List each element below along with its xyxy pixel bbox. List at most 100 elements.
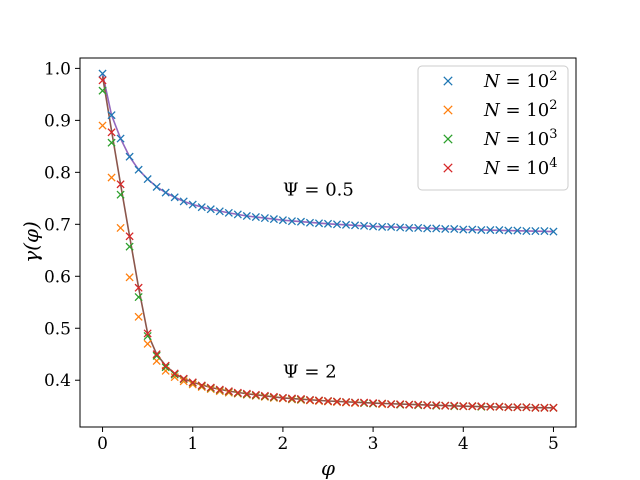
series-3-point	[305, 395, 315, 405]
series-0-point	[477, 225, 486, 235]
series-3-point	[224, 387, 233, 396]
y-axis-label: γ(φ)	[19, 221, 43, 263]
series-3-point	[405, 400, 414, 409]
x-axis-label: φ	[321, 456, 335, 480]
series-0-point	[468, 225, 477, 234]
series-3-point	[432, 401, 441, 410]
annotation-psi-2: Ψ = 2	[283, 362, 337, 383]
series-0-point	[323, 219, 333, 228]
y-ticks: 0.4 0.5 0.6 0.7 0.8 0.9 1.0	[44, 59, 80, 391]
series-1-point	[98, 121, 107, 130]
series-0-point	[134, 165, 143, 174]
legend-label-0: N = 102	[483, 69, 557, 92]
series-0-point	[341, 220, 351, 229]
series-0-markers	[98, 69, 558, 236]
series-2-point	[143, 331, 152, 341]
series-3-point	[251, 390, 260, 399]
series-0-point	[504, 226, 513, 235]
series-0-point	[332, 220, 342, 229]
series-1-point	[107, 173, 116, 182]
series-0-point	[170, 193, 179, 202]
series-3-point	[170, 369, 179, 378]
series-0-point	[296, 217, 306, 226]
series-3-point	[504, 403, 513, 412]
markers-layer	[98, 69, 558, 412]
x-tick-label: 2	[277, 434, 288, 454]
series-3-point	[98, 76, 107, 85]
series-1-point	[215, 387, 224, 396]
series-1-point	[179, 377, 188, 386]
series-0-point	[387, 222, 396, 231]
series-0-point	[513, 226, 522, 235]
series-3-point	[260, 391, 269, 400]
legend-label-3: N = 104	[483, 156, 557, 179]
series-3-point	[233, 388, 242, 397]
series-3-point	[179, 374, 188, 383]
series-0-point	[305, 218, 315, 227]
series-3-point	[197, 381, 206, 390]
series-3-point	[378, 399, 387, 408]
series-3-point	[242, 389, 251, 398]
series-3-point	[296, 394, 306, 403]
plot-frame	[79, 57, 577, 428]
legend-entry-3: N = 104	[443, 156, 557, 179]
series-1-point	[224, 388, 233, 397]
y-tick-label: 1.0	[44, 59, 71, 79]
series-2-point	[170, 370, 179, 379]
series-2-point	[98, 86, 107, 95]
x-tick-label: 0	[97, 434, 108, 454]
series-3-point	[332, 397, 342, 406]
series-0-point	[116, 134, 125, 143]
series-3-point	[414, 400, 423, 409]
y-tick-label: 0.7	[44, 215, 71, 235]
series-1-point	[197, 382, 206, 392]
series-3-point	[486, 402, 495, 411]
y-tick-label: 0.8	[44, 163, 71, 183]
series-3-point	[152, 350, 161, 359]
series-0-point	[125, 152, 134, 161]
series-0-point	[360, 221, 369, 230]
series-0-point	[441, 224, 450, 234]
series-0-point	[278, 216, 287, 225]
series-3-point	[531, 403, 540, 412]
series-3-point	[540, 403, 549, 412]
series-0-point	[414, 223, 423, 233]
series-0-point	[378, 222, 387, 231]
x-ticks: 0 1 2 3 4 5	[97, 427, 559, 454]
series-0-point	[522, 227, 531, 236]
series-3-point	[206, 383, 215, 392]
series-0-point	[405, 223, 414, 233]
series-3-point	[323, 396, 333, 406]
series-3-point	[459, 402, 468, 411]
series-1-point	[143, 339, 152, 348]
series-3-point	[477, 402, 486, 411]
series-0-point	[224, 208, 233, 217]
series-3-point	[495, 402, 504, 411]
series-0-point	[549, 227, 558, 236]
series-0-point	[540, 227, 549, 236]
series-0-point	[369, 222, 378, 231]
series-3-point	[188, 378, 197, 387]
series-3-point	[269, 392, 278, 401]
series-3-point	[278, 393, 287, 402]
series-0-point	[531, 227, 540, 236]
series-0-point	[314, 219, 324, 228]
y-tick-label: 0.5	[44, 319, 71, 339]
series-3-point	[134, 283, 143, 292]
series-2-point	[125, 242, 134, 251]
x-tick-label: 5	[548, 434, 559, 454]
series-3-point	[143, 329, 152, 338]
series-0-point	[260, 214, 269, 223]
y-tick-label: 0.6	[44, 267, 71, 287]
series-3-point	[125, 232, 134, 241]
legend-entry-0: N = 102	[443, 69, 557, 92]
series-1-point	[125, 273, 134, 282]
annotation-psi-0-5: Ψ = 0.5	[283, 180, 354, 201]
series-0-point	[251, 212, 260, 222]
series-0-point	[269, 215, 278, 224]
series-3-point	[396, 400, 405, 409]
series-3-point	[549, 403, 558, 412]
series-3-point	[450, 401, 459, 410]
series-1-point	[116, 223, 125, 233]
